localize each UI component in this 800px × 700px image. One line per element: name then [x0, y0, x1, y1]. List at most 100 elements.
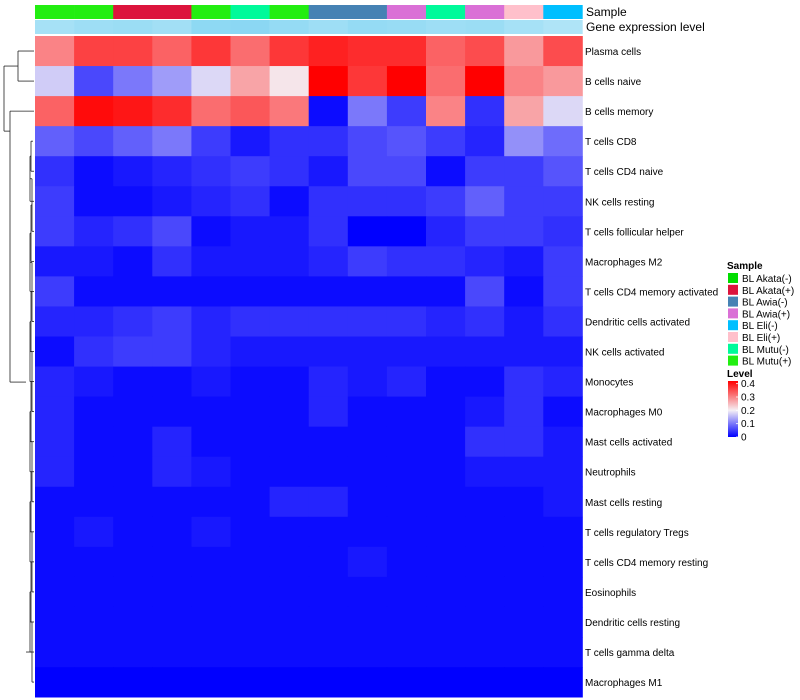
heatmap-cell [74, 396, 114, 428]
heatmap-cell [35, 216, 75, 247]
legend-swatch [728, 320, 738, 331]
expression-annotation-cell [543, 20, 583, 34]
heatmap-cell [308, 396, 349, 428]
heatmap-cell [74, 156, 114, 187]
sample-annotation-cell [152, 5, 192, 19]
legend-swatch [728, 355, 738, 366]
heatmap-cell [35, 516, 75, 548]
heatmap-cell [269, 186, 310, 217]
heatmap-cell [35, 486, 75, 518]
sample-annotation-cell [426, 5, 466, 19]
heatmap-cell [269, 96, 310, 127]
heatmap-cell [426, 396, 466, 428]
row-label: Macrophages M2 [585, 257, 663, 268]
heatmap-cell [191, 606, 231, 638]
heatmap-cell [465, 336, 505, 367]
heatmap-cell [152, 216, 192, 247]
heatmap-cell [35, 36, 75, 67]
sample-annotation-cell [308, 5, 349, 19]
heatmap-cell [426, 366, 466, 397]
heatmap-cell [230, 546, 270, 578]
sample-annotation-cell [504, 5, 544, 19]
heatmap-cell [504, 546, 544, 578]
heatmap-cells [35, 36, 583, 698]
heatmap-cell [152, 637, 192, 668]
annotation-label-sample: Sample [586, 5, 627, 19]
heatmap-cell [386, 456, 427, 488]
heatmap-cell [543, 667, 583, 698]
heatmap-cell [191, 396, 231, 428]
heatmap-cell [230, 96, 270, 127]
heatmap-cell [152, 366, 192, 397]
heatmap-cell [152, 276, 192, 307]
heatmap-cell [191, 276, 231, 307]
heatmap-cell [465, 216, 505, 247]
heatmap-cell [74, 66, 114, 97]
heatmap-cell [386, 546, 427, 578]
heatmap-cell [74, 336, 114, 367]
heatmap-cell [230, 246, 270, 277]
level-tick-label: 0.4 [741, 379, 755, 390]
expression-annotation-cell [386, 20, 427, 34]
heatmap-cell [426, 546, 466, 578]
heatmap-cell [308, 336, 349, 367]
legend-swatch [728, 273, 738, 283]
heatmap-cell [426, 156, 466, 187]
legend-swatch [728, 284, 738, 295]
heatmap-cell [191, 576, 231, 608]
heatmap-cell [269, 126, 310, 157]
heatmap-cell [35, 246, 75, 277]
heatmap-cell [35, 576, 75, 608]
heatmap-cell [504, 456, 544, 488]
heatmap-cell [386, 576, 427, 608]
heatmap-cell [504, 486, 544, 518]
heatmap-cell [308, 637, 349, 668]
heatmap-cell [465, 276, 505, 307]
heatmap-cell [543, 637, 583, 668]
level-colorbar [728, 381, 738, 437]
legend-entry-label: BL Awia(+) [742, 309, 790, 320]
heatmap-cell [426, 36, 466, 67]
heatmap-cell [35, 456, 75, 488]
heatmap-cell [269, 246, 310, 277]
row-dendrogram [3, 50, 34, 683]
heatmap-cell [465, 306, 505, 337]
heatmap-cell [426, 667, 466, 698]
annotation-bars [35, 5, 583, 34]
heatmap-cell [269, 637, 310, 668]
heatmap-cell [543, 66, 583, 97]
heatmap-cell [308, 426, 349, 458]
heatmap-cell [191, 546, 231, 578]
heatmap-cell [113, 306, 153, 337]
heatmap-cell [113, 667, 153, 698]
heatmap-cell [347, 606, 388, 638]
heatmap-cell [543, 546, 583, 578]
heatmap-cell [35, 156, 75, 187]
heatmap-cell [465, 667, 505, 698]
heatmap-cell [269, 516, 310, 548]
heatmap-cell [230, 216, 270, 247]
heatmap-cell [191, 486, 231, 518]
heatmap-cell [308, 606, 349, 638]
expression-annotation-cell [465, 20, 505, 34]
heatmap-cell [113, 606, 153, 638]
legend-swatch [728, 308, 738, 319]
expression-annotation-cell [35, 20, 75, 34]
heatmap-cell [308, 126, 349, 157]
heatmap-cell [191, 456, 231, 488]
heatmap-cell [230, 276, 270, 307]
heatmap-cell [504, 246, 544, 277]
expression-annotation-cell [74, 20, 114, 34]
heatmap-cell [543, 456, 583, 488]
heatmap-cell [230, 456, 270, 488]
heatmap-cell [74, 126, 114, 157]
heatmap-cell [191, 66, 231, 97]
heatmap-cell [35, 396, 75, 428]
legend-entry-label: BL Akata(-) [742, 274, 792, 285]
heatmap-cell [504, 156, 544, 187]
heatmap-cell [269, 606, 310, 638]
heatmap-cell [230, 667, 270, 698]
heatmap-cell [465, 96, 505, 127]
heatmap-cell [152, 546, 192, 578]
